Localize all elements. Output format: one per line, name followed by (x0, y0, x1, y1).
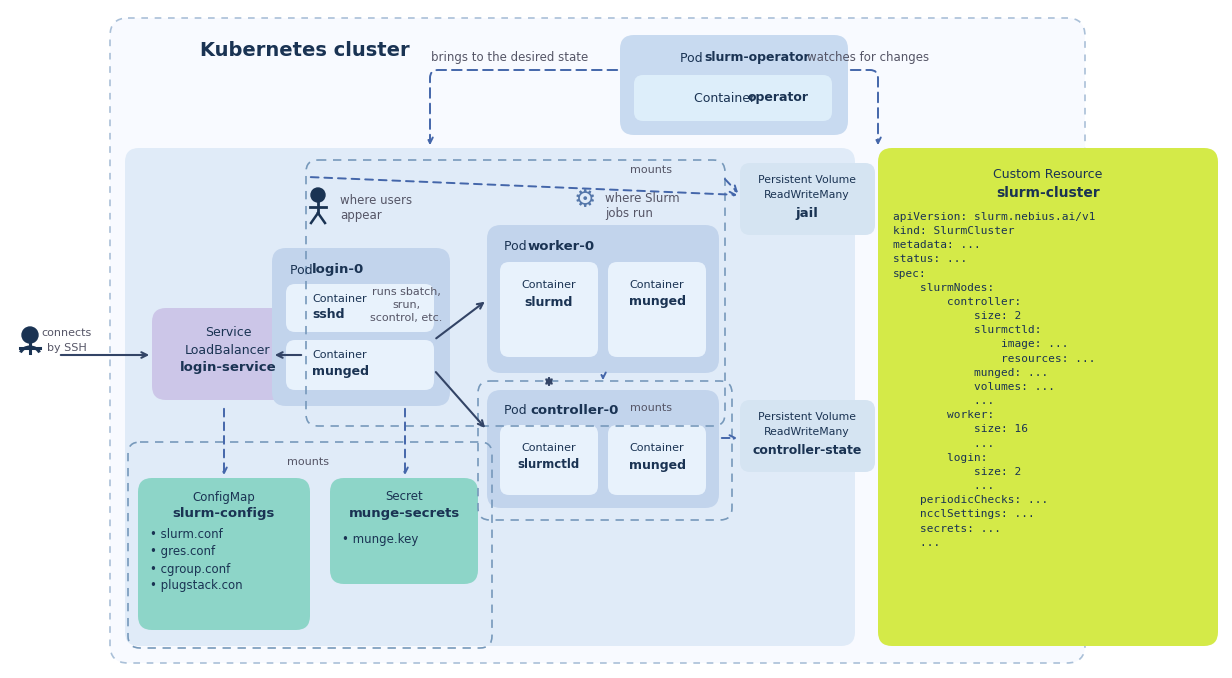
Text: appear: appear (340, 209, 382, 222)
FancyBboxPatch shape (609, 425, 706, 495)
Text: Container: Container (630, 280, 684, 290)
Text: runs sbatch,
srun,
scontrol, etc.: runs sbatch, srun, scontrol, etc. (370, 287, 442, 323)
Text: • plugstack.con: • plugstack.con (150, 580, 243, 593)
Text: slurm-configs: slurm-configs (172, 508, 275, 521)
Text: sshd: sshd (312, 308, 345, 321)
Text: Secret: Secret (386, 490, 423, 504)
Text: • cgroup.conf: • cgroup.conf (150, 563, 230, 576)
Text: Pod: Pod (504, 241, 531, 254)
FancyBboxPatch shape (609, 262, 706, 357)
FancyBboxPatch shape (272, 248, 450, 406)
Text: login-service: login-service (180, 361, 276, 374)
Text: munged: munged (628, 458, 685, 471)
Text: mounts: mounts (630, 403, 671, 413)
Text: jobs run: jobs run (605, 207, 653, 220)
Text: slurmd: slurmd (525, 296, 573, 308)
Text: Custom Resource: Custom Resource (993, 169, 1103, 182)
Text: ⚙: ⚙ (574, 188, 596, 212)
Text: Pod: Pod (680, 52, 707, 64)
Text: LoadBalancer: LoadBalancer (185, 344, 271, 357)
Text: Persistent Volume: Persistent Volume (758, 412, 856, 422)
Text: Container: Container (312, 294, 367, 304)
Text: munge-secrets: munge-secrets (349, 508, 460, 521)
Text: ReadWriteMany: ReadWriteMany (764, 427, 850, 437)
Text: where users: where users (340, 193, 413, 207)
FancyBboxPatch shape (740, 163, 875, 235)
FancyBboxPatch shape (487, 390, 719, 508)
Text: Pod: Pod (504, 403, 531, 416)
FancyBboxPatch shape (286, 340, 434, 390)
Text: munged: munged (312, 365, 370, 378)
Text: ConfigMap: ConfigMap (192, 490, 255, 504)
Text: by SSH: by SSH (47, 343, 87, 353)
Text: Container: Container (312, 350, 367, 360)
Text: login-0: login-0 (312, 264, 365, 277)
FancyBboxPatch shape (330, 478, 478, 584)
Text: brings to the desired state: brings to the desired state (431, 52, 589, 64)
Text: slurmctld: slurmctld (517, 458, 580, 471)
FancyBboxPatch shape (110, 18, 1085, 663)
Text: Persistent Volume: Persistent Volume (758, 175, 856, 185)
Text: ReadWriteMany: ReadWriteMany (764, 190, 850, 200)
FancyBboxPatch shape (878, 148, 1218, 646)
Text: worker-0: worker-0 (529, 241, 595, 254)
Text: • munge.key: • munge.key (342, 534, 419, 546)
Text: Container: Container (694, 92, 759, 104)
FancyBboxPatch shape (740, 400, 875, 472)
FancyBboxPatch shape (124, 148, 855, 646)
Text: Container: Container (630, 443, 684, 453)
Text: connects: connects (42, 328, 92, 338)
Text: Kubernetes cluster: Kubernetes cluster (200, 41, 409, 60)
FancyBboxPatch shape (620, 35, 848, 135)
Text: jail: jail (796, 207, 818, 220)
FancyBboxPatch shape (634, 75, 832, 121)
Text: Container: Container (521, 443, 577, 453)
Text: Container: Container (521, 280, 577, 290)
FancyBboxPatch shape (152, 308, 304, 400)
Circle shape (22, 327, 38, 343)
Circle shape (310, 188, 325, 202)
FancyBboxPatch shape (286, 284, 434, 332)
FancyBboxPatch shape (500, 262, 598, 357)
Text: Pod: Pod (290, 264, 317, 277)
Text: • slurm.conf: • slurm.conf (150, 528, 223, 542)
Text: where Slurm: where Slurm (605, 191, 680, 205)
Text: controller-0: controller-0 (530, 403, 618, 416)
Text: slurm-operator: slurm-operator (703, 52, 809, 64)
Text: slurm-cluster: slurm-cluster (997, 186, 1100, 200)
Text: mounts: mounts (630, 165, 671, 175)
Text: munged: munged (628, 296, 685, 308)
Text: controller-state: controller-state (753, 443, 861, 456)
Text: • gres.conf: • gres.conf (150, 546, 216, 559)
Text: watches for changes: watches for changes (807, 52, 929, 64)
FancyBboxPatch shape (138, 478, 310, 630)
FancyBboxPatch shape (487, 225, 719, 373)
Text: apiVersion: slurm.nebius.ai/v1
kind: SlurmCluster
metadata: ...
status: ...
spec: apiVersion: slurm.nebius.ai/v1 kind: Slu… (893, 212, 1095, 548)
FancyBboxPatch shape (500, 425, 598, 495)
Text: operator: operator (748, 92, 809, 104)
Text: mounts: mounts (287, 457, 329, 467)
Text: Service: Service (205, 327, 251, 340)
